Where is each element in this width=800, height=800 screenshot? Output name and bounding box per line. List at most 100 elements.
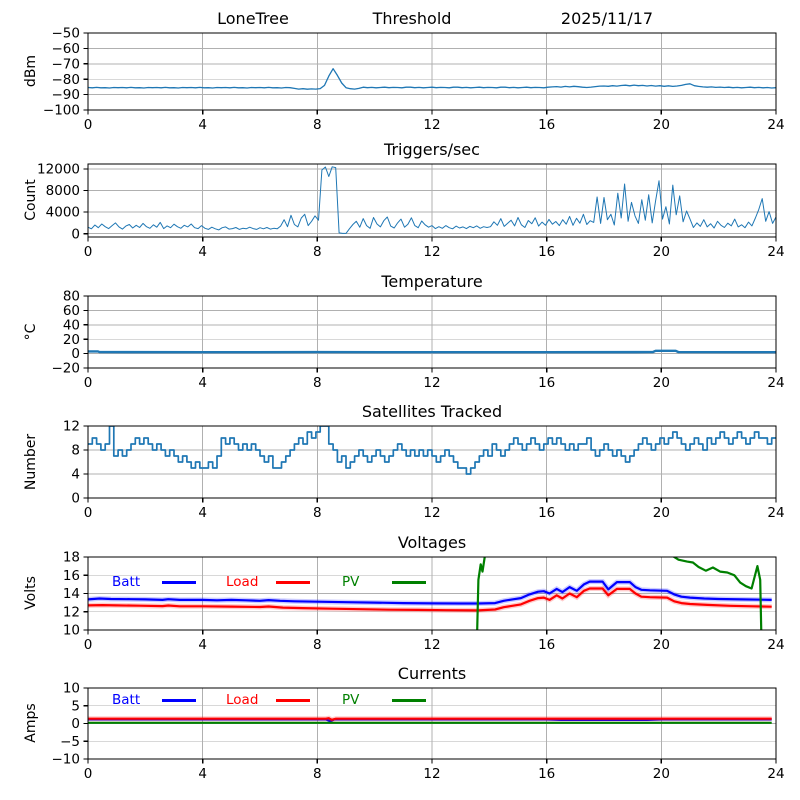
- panel-plot-4: 0 4 8 12 16 20 24 10 12 14 16 18: [63, 550, 785, 653]
- batt-voltage-line: [88, 580, 772, 605]
- plot-date: 2025/11/17: [560, 9, 654, 28]
- y-tick-label: 5: [71, 698, 80, 714]
- x-tick-label: 0: [84, 244, 93, 260]
- x-tick-label: 16: [538, 117, 555, 133]
- y-tick-label: 18: [63, 550, 80, 566]
- y-tick-label: −80: [52, 72, 81, 88]
- x-tick-label: 20: [653, 375, 670, 391]
- y-tick-label: 8000: [46, 183, 80, 199]
- x-tick-label: 12: [423, 375, 440, 391]
- x-tick-label: 24: [767, 375, 784, 391]
- y-tick-label: 0: [71, 226, 80, 242]
- panel-title-satellites: Satellites Tracked: [361, 402, 503, 421]
- x-tick-label: 16: [538, 244, 555, 260]
- y-tick-label: 12000: [37, 162, 80, 178]
- x-tick-label: 0: [84, 505, 93, 521]
- pv-voltage-line: [476, 557, 763, 630]
- x-tick-label: 24: [767, 505, 784, 521]
- series-group: [88, 349, 776, 354]
- load-voltage-line: [88, 587, 772, 612]
- x-tick-label: 24: [767, 637, 784, 653]
- panel-plot-0: 0 4 8 12 16 20 24 −100−90−80−70−60−50: [43, 26, 785, 133]
- x-tick-label: 12: [423, 766, 440, 782]
- x-tick-label: 16: [538, 766, 555, 782]
- x-tick-label: 20: [653, 505, 670, 521]
- y-tick-label: −10: [52, 752, 81, 768]
- x-tick-label: 20: [653, 766, 670, 782]
- y-tick-label: 16: [63, 568, 80, 584]
- x-tick-label: 24: [767, 117, 784, 133]
- x-tick-label: 16: [538, 505, 555, 521]
- station-name: LoneTree: [217, 9, 289, 28]
- x-tick-label: 4: [198, 637, 207, 653]
- series-group: [88, 166, 776, 234]
- y-tick-label: −60: [52, 41, 81, 57]
- x-tick-label: 4: [198, 244, 207, 260]
- x-tick-label: 12: [423, 244, 440, 260]
- x-tick-label: 4: [198, 766, 207, 782]
- y-tick-label: 0: [71, 716, 80, 732]
- panel-title-triggers: Triggers/sec: [384, 140, 480, 159]
- x-tick-label: 8: [313, 117, 322, 133]
- y-tick-label: −100: [43, 103, 80, 119]
- y-tick-label: 4000: [46, 205, 80, 221]
- y-tick-label: −5: [60, 734, 80, 750]
- x-tick-label: 4: [198, 505, 207, 521]
- x-tick-label: 20: [653, 637, 670, 653]
- y-tick-label: 60: [63, 303, 80, 319]
- y-tick-label: −70: [52, 56, 81, 72]
- x-tick-label: 8: [313, 505, 322, 521]
- y-tick-label: −50: [52, 26, 81, 42]
- x-tick-label: 20: [653, 117, 670, 133]
- y-tick-label: 14: [63, 586, 80, 602]
- signal-level-line: [88, 68, 776, 90]
- y-tick-label: 80: [63, 289, 80, 305]
- y-tick-label: 0: [71, 346, 80, 362]
- y-tick-label: 12: [63, 604, 80, 620]
- load-current-line: [88, 717, 772, 721]
- y-tick-label: 0: [71, 491, 80, 507]
- series-group: [88, 715, 772, 724]
- panel-title-threshold: Threshold: [372, 9, 452, 28]
- x-tick-label: 4: [198, 375, 207, 391]
- panel-plot-1: 0 4 8 12 16 20 24 0 4000 8000 12000: [37, 162, 785, 260]
- trigger-count-line: [88, 166, 776, 234]
- x-tick-label: 16: [538, 637, 555, 653]
- x-tick-label: 24: [767, 244, 784, 260]
- satellites-line: [88, 426, 776, 475]
- x-tick-label: 24: [767, 766, 784, 782]
- y-tick-label: 10: [63, 623, 80, 639]
- panel-title-currents: Currents: [397, 664, 467, 683]
- temperature-line: [88, 349, 776, 354]
- y-tick-label: 4: [71, 467, 80, 483]
- panel-title-temperature: Temperature: [381, 272, 483, 291]
- x-tick-label: 8: [313, 244, 322, 260]
- y-tick-label: 20: [63, 332, 80, 348]
- series-group: [88, 557, 772, 630]
- panel-plot-3: 0 4 8 12 16 20 24 0 4 8 12: [63, 419, 785, 521]
- x-tick-label: 0: [84, 766, 93, 782]
- y-tick-label: −20: [52, 361, 81, 377]
- x-tick-label: 8: [313, 637, 322, 653]
- series-group: [88, 68, 776, 90]
- x-tick-label: 4: [198, 117, 207, 133]
- y-tick-label: 10: [63, 681, 80, 697]
- y-tick-label: 40: [63, 317, 80, 333]
- y-tick-label: 12: [63, 419, 80, 435]
- x-tick-label: 0: [84, 375, 93, 391]
- x-tick-label: 12: [423, 505, 440, 521]
- y-tick-label: 8: [71, 443, 80, 459]
- x-tick-label: 20: [653, 244, 670, 260]
- x-tick-label: 16: [538, 375, 555, 391]
- y-tick-label: −90: [52, 87, 81, 103]
- x-tick-label: 0: [84, 637, 93, 653]
- x-tick-label: 0: [84, 117, 93, 133]
- series-group: [88, 426, 776, 475]
- x-tick-label: 12: [423, 637, 440, 653]
- x-tick-label: 12: [423, 117, 440, 133]
- panel-title-voltages: Voltages: [397, 533, 467, 552]
- x-tick-label: 8: [313, 766, 322, 782]
